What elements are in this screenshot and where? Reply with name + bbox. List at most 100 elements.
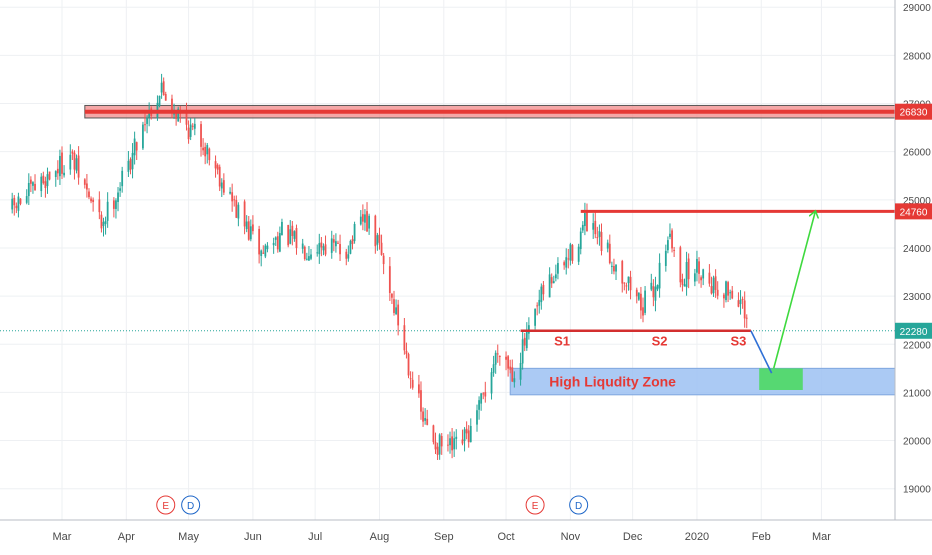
candle-body	[54, 171, 57, 177]
candle-body	[266, 245, 269, 250]
candle-body	[476, 410, 478, 425]
candle-body	[426, 418, 429, 425]
candle-body	[86, 183, 88, 190]
candle-body	[335, 241, 337, 247]
candle-body	[700, 277, 702, 281]
candle-body	[98, 199, 101, 213]
candle-body	[158, 95, 161, 107]
x-tick-label: Sep	[434, 531, 454, 543]
candle-body	[13, 197, 16, 206]
candle-body	[237, 204, 240, 219]
candle-body	[106, 201, 109, 221]
candle-body	[71, 151, 74, 154]
candle-body	[610, 265, 613, 267]
candle-body	[403, 325, 406, 351]
candle-body	[480, 393, 483, 404]
candle-body	[160, 82, 163, 93]
candle-body	[596, 237, 599, 239]
candle-body	[669, 233, 671, 237]
candle-body	[642, 307, 644, 316]
candle-body	[656, 285, 659, 290]
candle-body	[206, 145, 209, 155]
candle-body	[552, 281, 555, 284]
candle-body	[683, 284, 686, 287]
candle-body	[745, 317, 748, 319]
event-marker-circle	[181, 495, 201, 515]
candle-body	[673, 249, 676, 251]
event-marker-label: E	[532, 501, 539, 512]
candle-body	[739, 299, 742, 305]
candle-body	[359, 216, 362, 225]
candle-body	[731, 290, 734, 299]
candle-body	[519, 363, 522, 380]
candle-body	[440, 436, 443, 447]
candle-body	[364, 214, 366, 223]
price-label-text: 24760	[900, 207, 928, 218]
candle-body	[380, 242, 383, 255]
candle-body	[337, 242, 339, 244]
candle-body	[463, 429, 466, 441]
candle-body	[324, 244, 327, 255]
candle-body	[258, 228, 261, 255]
candle-body	[409, 378, 412, 380]
y-tick-label: 22000	[903, 340, 931, 351]
candle-body	[63, 172, 65, 176]
candle-body	[131, 152, 134, 170]
candle-body	[117, 192, 119, 202]
price-label-box	[895, 103, 932, 120]
candle-body	[61, 152, 63, 174]
event-marker-label: E	[162, 501, 169, 512]
candle-body	[42, 175, 45, 184]
price-label-box	[895, 203, 932, 220]
overlays-layer: S1 S2 S3 High Liqudity Zone	[84, 109, 895, 390]
candle-body	[243, 201, 246, 227]
candle-body	[29, 179, 32, 184]
candle-body	[303, 246, 306, 260]
projection-up-arrow	[772, 212, 816, 369]
x-tick-label: Oct	[497, 531, 514, 543]
candle-body	[635, 289, 638, 297]
candle-body	[490, 372, 493, 394]
candle-body	[608, 243, 611, 264]
x-tick-label: 2020	[685, 531, 709, 543]
candle-body	[629, 276, 632, 291]
candle-body	[723, 294, 725, 299]
candle-body	[301, 243, 304, 249]
candle-body	[650, 282, 653, 290]
candle-body	[640, 293, 642, 311]
candle-body	[496, 353, 499, 355]
candle-body	[743, 300, 746, 319]
candle-body	[32, 182, 34, 186]
candle-body	[563, 262, 566, 266]
candle-body	[75, 158, 78, 171]
y-axis: 19000 20000 21000 22000 23000 24000 25000 26000…	[894, 0, 932, 520]
candle-body	[693, 273, 696, 282]
candle-body	[264, 245, 267, 257]
candle-body	[127, 160, 130, 172]
candle-body	[202, 147, 204, 151]
candle-body	[349, 240, 352, 254]
candle-body	[621, 261, 624, 284]
candle-body	[115, 200, 117, 209]
candle-body	[376, 235, 379, 245]
candle-body	[623, 282, 626, 284]
candle-body	[507, 356, 510, 369]
candle-body	[171, 98, 173, 113]
x-tick-label: Feb	[752, 531, 771, 543]
candle-body	[220, 182, 223, 189]
candle-body	[712, 277, 715, 294]
x-tick-label: Apr	[118, 531, 135, 543]
candle-body	[509, 366, 512, 370]
candle-body	[571, 245, 574, 261]
candle-body	[671, 230, 673, 249]
candle-body	[667, 240, 669, 251]
candle-body	[424, 418, 427, 421]
candle-body	[540, 286, 543, 303]
candle-body	[702, 269, 705, 279]
candle-body	[316, 252, 319, 254]
liquidity-zone-label: High Liqudity Zone	[549, 374, 676, 390]
candle-body	[112, 200, 115, 209]
candle-body	[73, 152, 76, 170]
candle-body	[318, 243, 321, 255]
